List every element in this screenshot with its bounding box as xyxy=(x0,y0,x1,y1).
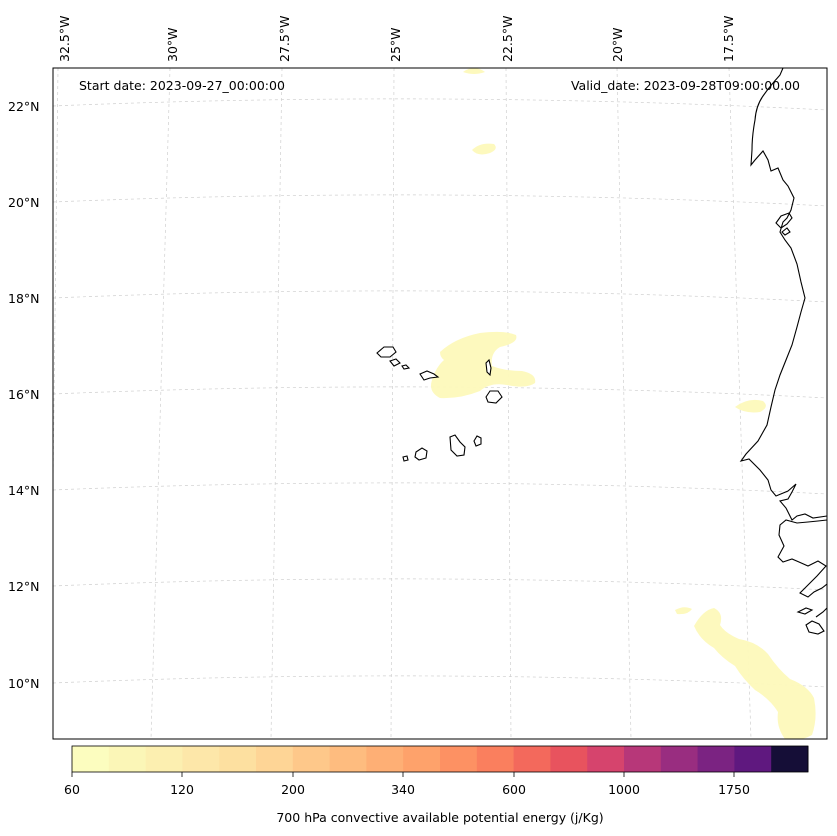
lon-label-17-5w: 17.5°W xyxy=(721,16,736,62)
colorbar-title: 700 hPa convective available potential e… xyxy=(276,810,603,825)
cape-patch-cape-verde xyxy=(431,331,536,399)
colorbar-segments xyxy=(72,746,809,772)
lat-label-10n: 10°N xyxy=(8,676,40,691)
colorbar-tick-1750: 1750 xyxy=(718,782,750,797)
colorbar-tick-labels: 60 120 200 340 600 1000 1750 xyxy=(64,782,750,797)
colorbar-segment xyxy=(256,746,294,772)
lon-label-27-5w: 27.5°W xyxy=(277,16,292,62)
lat-label-20n: 20°N xyxy=(8,195,40,210)
lat-label-22n: 22°N xyxy=(8,99,40,114)
coastline-sierra-leone xyxy=(796,607,827,635)
colorbar-segment xyxy=(72,746,110,772)
colorbar-tick-1000: 1000 xyxy=(608,782,640,797)
island-boa-vista xyxy=(485,390,503,404)
cape-patch-north xyxy=(472,143,496,155)
longitude-gridlines xyxy=(53,68,752,739)
colorbar-segment xyxy=(771,746,809,772)
colorbar-tick-600: 600 xyxy=(502,782,526,797)
valid-date-annotation: Valid_date: 2023-09-28T09:00:00.00 xyxy=(571,78,800,93)
latitude-gridlines xyxy=(53,98,827,688)
colorbar-segment xyxy=(292,746,331,772)
lat-label-12n: 12°N xyxy=(8,579,40,594)
lon-label-22-5w: 22.5°W xyxy=(500,16,515,62)
colorbar-segment xyxy=(697,746,735,772)
longitude-labels: 32.5°W 30°W 27.5°W 25°W 22.5°W 20°W 17.5… xyxy=(57,16,736,62)
colorbar-segment xyxy=(108,746,147,772)
colorbar-segment xyxy=(476,746,515,772)
cape-patch-north-edge xyxy=(463,68,485,74)
island-sal xyxy=(485,358,492,377)
island-sao-nicolau xyxy=(419,370,440,381)
colorbar-segment xyxy=(219,746,257,772)
colorbar-segment xyxy=(403,746,441,772)
island-santa-luzia xyxy=(401,364,411,370)
cape-field xyxy=(431,68,816,739)
cape-patch-senegal-coast xyxy=(735,399,766,413)
colorbar-tick-120: 120 xyxy=(170,782,194,797)
african-coastline xyxy=(739,68,827,635)
colorbar-segment xyxy=(440,746,478,772)
colorbar-segment xyxy=(366,746,404,772)
colorbar-segment xyxy=(587,746,625,772)
lon-label-30w: 30°W xyxy=(165,27,180,62)
colorbar-segment xyxy=(182,746,220,772)
island-brava xyxy=(402,455,409,462)
colorbar-segment xyxy=(329,746,367,772)
colorbar: 60 120 200 340 600 1000 1750 700 hPa con… xyxy=(64,745,809,825)
colorbar-segment xyxy=(660,746,699,772)
colorbar-segment xyxy=(734,746,772,772)
coastline-western-sahara xyxy=(739,68,827,521)
colorbar-tick-60: 60 xyxy=(64,782,80,797)
lon-label-20w: 20°W xyxy=(610,27,625,62)
latitude-labels: 22°N 20°N 18°N 16°N 14°N 12°N 10°N xyxy=(8,99,40,691)
coastline-bijagos xyxy=(775,212,793,236)
colorbar-segment xyxy=(145,746,183,772)
cape-patch-southeast xyxy=(694,608,816,739)
coastline-guinea xyxy=(777,519,827,598)
colorbar-frame xyxy=(71,745,809,773)
island-santo-antao xyxy=(376,346,397,358)
colorbar-segment xyxy=(513,746,551,772)
island-maio xyxy=(473,435,482,447)
cape-patch-small-south xyxy=(675,607,692,615)
colorbar-segment xyxy=(550,746,588,772)
lon-label-32-5w: 32.5°W xyxy=(57,16,72,62)
island-sao-vicente xyxy=(389,358,401,367)
colorbar-tick-200: 200 xyxy=(281,782,305,797)
island-fogo xyxy=(414,447,428,461)
colorbar-ticks xyxy=(71,772,735,777)
map-frame xyxy=(52,67,828,740)
colorbar-segment xyxy=(624,746,662,772)
colorbar-tick-340: 340 xyxy=(391,782,415,797)
lon-label-25w: 25°W xyxy=(388,27,403,62)
island-santiago xyxy=(449,434,466,457)
cape-verde-islands xyxy=(376,346,503,462)
lat-label-18n: 18°N xyxy=(8,291,40,306)
start-date-annotation: Start date: 2023-09-27_00:00:00 xyxy=(79,78,285,93)
lat-label-16n: 16°N xyxy=(8,387,40,402)
lat-label-14n: 14°N xyxy=(8,483,40,498)
map-area xyxy=(53,68,827,739)
